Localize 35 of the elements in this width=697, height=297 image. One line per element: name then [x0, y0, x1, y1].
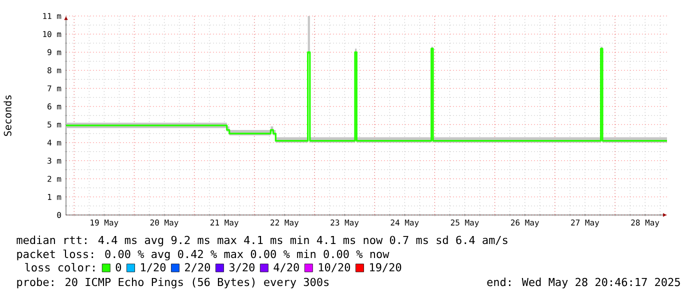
y-axis-title: Seconds — [4, 95, 12, 136]
y-tick-label: 3 m — [48, 158, 62, 164]
y-tick-label: 1 m — [48, 194, 62, 200]
x-tick-label: 19 May — [90, 220, 118, 228]
y-tick-label: 7 m — [48, 85, 62, 92]
y-tick-label: 8 m — [48, 67, 62, 74]
x-tick-label: 28 May — [631, 220, 660, 228]
x-tick-label: 21 May — [210, 220, 238, 228]
y-tick-label: 6 m — [48, 103, 62, 110]
x-tick-label: 20 May — [150, 220, 178, 228]
text: end: Wed May 28 20:46:17 2025 — [487, 278, 680, 288]
x-tick-label: 26 May — [511, 220, 539, 228]
y-tick-label: 4 m — [47, 140, 62, 146]
y-tick-label: 5 m — [48, 122, 62, 128]
legend-label: 19/20 — [370, 263, 402, 272]
y-tick-label: 9 m — [48, 49, 62, 56]
text: packet loss: 0.00 % avg 0.42 % max 0.00 % min 0.00 % now — [17, 250, 390, 260]
x-tick-label: 27 May — [571, 220, 600, 228]
y-tick-label: 2 m — [48, 176, 62, 182]
x-tick-label: 25 May — [450, 220, 479, 228]
legend-label: 4/20 — [274, 263, 299, 272]
legend-label: 1/20 — [141, 263, 166, 272]
legend-label: 3/20 — [229, 263, 254, 272]
y-tick-label: 0 — [57, 212, 61, 218]
legend-label: 2/20 — [185, 263, 210, 272]
x-tick-label: 23 May — [330, 220, 359, 228]
y-tick-label: 10 m — [43, 31, 62, 38]
x-tick-label: 22 May — [270, 220, 299, 228]
legend-label: 0 — [116, 263, 122, 272]
text: probe: 20 ICMP Echo Pings (56 Bytes) every 300s — [17, 278, 329, 288]
y-tick-label: 11 m — [43, 13, 62, 19]
text: median rtt: 4.4 ms avg 9.2 ms max 4.1 ms min 4.1 ms now 0.7 ms sd 6.4 am/s — [16, 236, 508, 246]
x-tick-label: 24 May — [390, 220, 419, 228]
legend-title: loss color: — [25, 262, 95, 272]
legend-label: 10/20 — [318, 263, 350, 272]
